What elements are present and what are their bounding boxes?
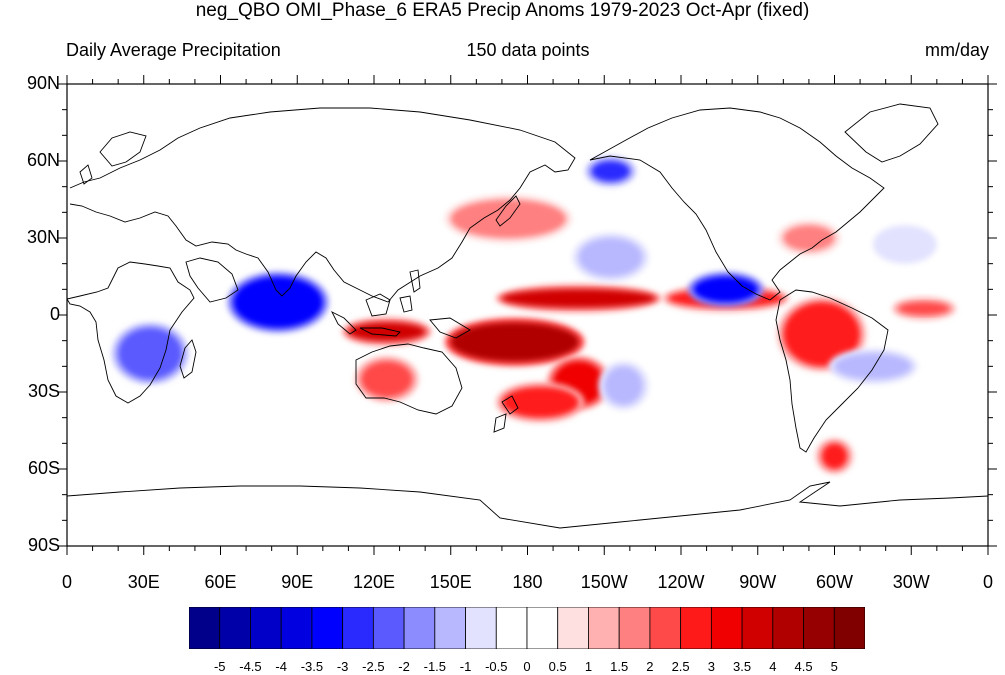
anomaly-region [118, 327, 183, 380]
lat-tick-label: 90S [27, 535, 60, 555]
anomaly-region [361, 361, 413, 398]
axis-ticks [58, 75, 997, 555]
colorbar-label: -2.5 [362, 659, 385, 674]
colorbar-label: -2 [398, 659, 410, 674]
lon-tick-label: 30W [892, 572, 930, 592]
colorbar-swatch [219, 607, 251, 649]
colorbar [189, 607, 865, 649]
colorbar-swatch [372, 607, 405, 649]
colorbar-swatch [680, 607, 712, 649]
plot-title: neg_QBO OMI_Phase_6 ERA5 Precip Anoms 19… [195, 0, 810, 21]
anomaly-region [898, 302, 950, 316]
colorbar-swatch [434, 607, 466, 649]
lat-tick-label: 60S [27, 458, 60, 478]
units-label: mm/day [924, 40, 989, 60]
colorbar-label: 0 [523, 659, 531, 674]
colorbar-swatch [741, 607, 774, 649]
anomaly-region [450, 199, 566, 238]
lon-tick-label: 180 [512, 572, 543, 592]
colorbar-swatch [833, 607, 865, 649]
lon-tick-label: 90W [739, 572, 777, 592]
colorbar-swatch [710, 607, 743, 649]
colorbar-label: 2.5 [671, 659, 690, 674]
anomaly-region [591, 161, 630, 182]
colorbar-label: -0.5 [485, 659, 508, 674]
colorbar-label: 3 [707, 659, 715, 674]
lat-tick-label: 0 [49, 304, 60, 324]
anomaly-region [821, 443, 848, 469]
anomaly-region [872, 225, 937, 264]
colorbar-swatch [311, 607, 344, 649]
colorbar-label: -3 [336, 659, 349, 674]
lon-tick-label: 60E [204, 572, 237, 592]
anomaly-region [501, 386, 579, 418]
lon-tick-label: 120E [352, 572, 396, 592]
lon-tick-label: 0 [982, 572, 993, 592]
lon-tick-label: 150W [580, 572, 628, 592]
colorbar-label: -3.5 [300, 659, 324, 674]
colorbar-swatch [649, 607, 682, 649]
anomaly-region [450, 322, 579, 362]
anomaly-region [233, 276, 323, 328]
colorbar-swatch [250, 607, 282, 649]
colorbar-swatch [557, 607, 589, 649]
lon-tick-label: 90E [281, 572, 314, 592]
colorbar-label: -5 [213, 659, 226, 674]
lat-tick-label: 90N [26, 73, 60, 93]
lat-tick-label: 60N [26, 150, 60, 170]
anomaly-region [348, 322, 426, 341]
colorbar-label: 1.5 [610, 659, 629, 674]
colorbar-swatch [342, 607, 374, 649]
colorbar-swatch [526, 607, 559, 649]
lon-tick-label: 120W [657, 572, 705, 592]
colorbar-swatch [465, 607, 497, 649]
colorbar-label: -1.5 [423, 659, 447, 674]
colorbar-label: -4.5 [239, 659, 262, 674]
anomaly-region [783, 302, 861, 367]
colorbar-label: 0.5 [548, 659, 567, 674]
colorbar-label: -4 [275, 659, 287, 674]
anomaly-region [783, 225, 835, 251]
colorbar-label: 3.5 [733, 659, 752, 674]
lon-tick-label: 30E [127, 572, 160, 592]
colorbar-label: 4.5 [794, 659, 813, 674]
lon-tick-label: 60W [815, 572, 853, 592]
colorbar-label: 1 [584, 659, 593, 674]
colorbar-swatch [772, 607, 804, 649]
colorbar-label: -1 [459, 659, 472, 674]
lon-tick-label: 150E [429, 572, 472, 592]
colorbar-swatch [588, 607, 620, 649]
anomaly-region [501, 289, 656, 308]
anomaly-region [578, 238, 643, 277]
colorbar-label: 2 [646, 659, 654, 674]
lon-tick-label: 0 [61, 572, 72, 592]
colorbar-swatch [495, 607, 528, 649]
colorbar-swatch [280, 607, 313, 649]
variable-label: Daily Average Precipitation [66, 40, 281, 60]
colorbar-swatch [403, 607, 436, 649]
anomaly-field [112, 156, 956, 474]
colorbar-label: 4 [769, 659, 777, 674]
anomaly-region [604, 366, 643, 405]
coastlines [67, 103, 988, 529]
lat-tick-label: 30N [26, 227, 60, 247]
data-points-label: 150 data points [466, 40, 590, 60]
colorbar-label: 5 [830, 659, 838, 674]
anomaly-region [834, 353, 912, 380]
lat-tick-label: 30S [27, 381, 60, 401]
colorbar-swatch [189, 607, 221, 649]
colorbar-swatch [618, 607, 651, 649]
anomaly-region [693, 276, 758, 303]
colorbar-swatch [803, 607, 835, 649]
